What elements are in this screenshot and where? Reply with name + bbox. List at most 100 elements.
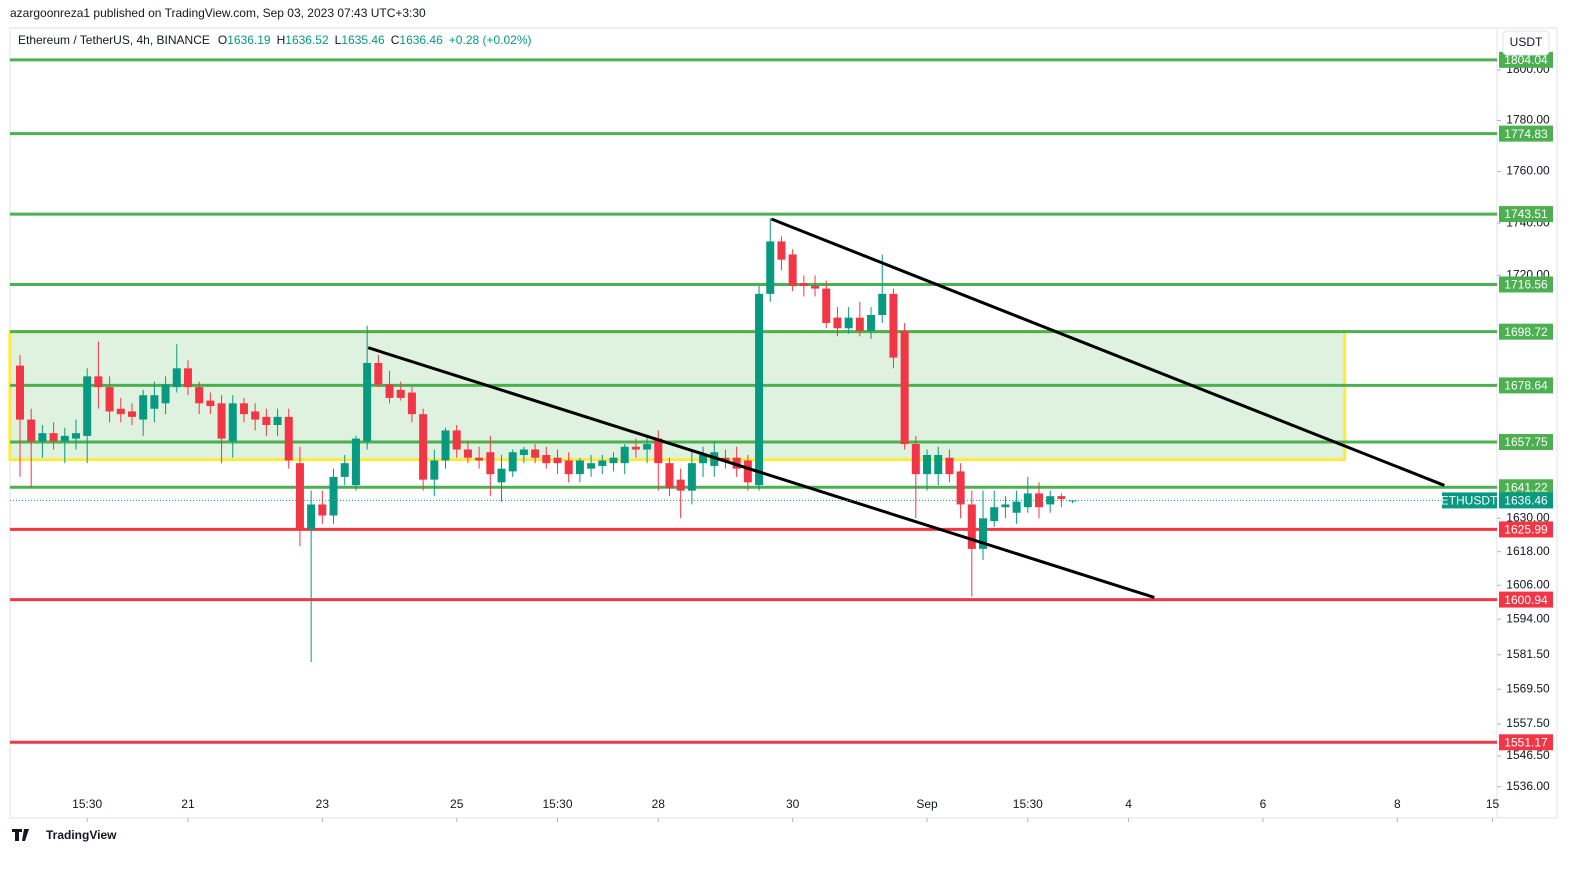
currency-button[interactable]: [1502, 30, 1550, 56]
candle-body: [318, 504, 327, 516]
level-tag: [1499, 125, 1553, 142]
level-tag-label: 1600.94: [1504, 593, 1548, 607]
currency-label[interactable]: USDT: [1510, 35, 1543, 49]
ohlc-prefix: C: [391, 33, 400, 47]
level-tag-label: 1657.75: [1504, 435, 1548, 449]
candle-body: [822, 288, 831, 323]
candle-body: [340, 463, 349, 477]
candle-body: [956, 471, 965, 505]
candle-body: [553, 457, 562, 464]
candle-body: [83, 376, 92, 436]
symbol-tag: [1442, 492, 1497, 509]
level-tag: [1499, 276, 1553, 293]
candle-body: [531, 449, 540, 458]
candle-body: [542, 454, 551, 464]
y-tick-label: 1581.50: [1506, 647, 1550, 661]
ohlc-value: 1636.46: [399, 33, 443, 47]
y-tick-label: 1618.00: [1506, 544, 1550, 558]
level-tag-label: 1698.72: [1504, 325, 1548, 339]
level-tag: [1499, 521, 1553, 538]
candle-body: [206, 400, 215, 407]
x-tick-label: 25: [450, 797, 464, 811]
candle-body: [777, 241, 786, 260]
candle-body: [195, 387, 204, 404]
candle-body: [307, 504, 316, 530]
candle-body: [519, 449, 528, 455]
candle-body: [38, 433, 47, 442]
candle-body: [631, 446, 640, 450]
candle-body: [755, 293, 764, 486]
candle-body: [833, 317, 842, 329]
level-tag: [1499, 206, 1553, 223]
change-value: +0.28 (+0.02%): [449, 33, 532, 47]
y-tick-label: 1569.50: [1506, 681, 1550, 695]
candle-body: [239, 403, 248, 415]
candle-body: [1012, 501, 1021, 513]
candle-body: [217, 403, 226, 439]
level-tag: [1499, 479, 1553, 496]
candle-body: [127, 411, 136, 417]
level-tag-label: 1625.99: [1504, 523, 1548, 537]
x-tick-label: 8: [1394, 797, 1401, 811]
candle-body: [967, 504, 976, 549]
ohlc-prefix: L: [335, 33, 342, 47]
symbol-title: Ethereum / TetherUS, 4h, BINANCE: [18, 33, 210, 47]
y-tick-label: 1780.00: [1506, 113, 1550, 127]
candle-body: [575, 460, 584, 475]
x-tick-label: Sep: [916, 797, 938, 811]
candle-body: [855, 317, 864, 331]
candle-body: [766, 241, 775, 294]
level-tag: [1499, 591, 1553, 608]
candle-body: [49, 433, 58, 442]
ohlc-prefix: H: [277, 33, 286, 47]
candle-body: [475, 457, 484, 461]
price-tag: [1499, 492, 1553, 509]
trendline: [367, 346, 1155, 599]
ohlc-value: 1636.52: [285, 33, 329, 47]
x-tick-label: 4: [1125, 797, 1132, 811]
candle-body: [396, 389, 405, 398]
candle-body: [911, 444, 920, 475]
candle-body: [878, 293, 887, 316]
candle-body: [71, 433, 80, 439]
candle-body: [889, 293, 898, 358]
candle-body: [867, 315, 876, 331]
candle-body: [979, 518, 988, 549]
y-tick-label: 1536.00: [1506, 779, 1550, 793]
candle-body: [743, 460, 752, 483]
candle-body: [587, 463, 596, 469]
candle-body: [654, 438, 663, 464]
level-tag: [1499, 323, 1553, 340]
candle-body: [452, 430, 461, 450]
y-tick-label: 1594.00: [1506, 611, 1550, 625]
candle-body: [990, 507, 999, 522]
candle-body: [788, 254, 797, 286]
brand: TradingView: [46, 828, 117, 842]
level-tag-label: 1678.64: [1504, 379, 1548, 393]
level-tag-label: 1641.22: [1504, 480, 1548, 494]
candle-body: [374, 362, 383, 385]
candle-body: [665, 463, 674, 488]
over-layer: 1804.04 1774.83 1743.51 1716.56 1698.72 1678.…: [10, 51, 1553, 751]
candle-body: [172, 368, 181, 388]
marks-layer: [15, 217, 1077, 662]
candle-body: [407, 392, 416, 415]
level-tag-label: 1743.51: [1504, 207, 1548, 221]
ohlc-value: 1635.46: [341, 33, 385, 47]
x-tick-label: 6: [1260, 797, 1267, 811]
level-tag: [1499, 434, 1553, 451]
candle-body: [1057, 496, 1066, 499]
y-tick-label: 1546.50: [1506, 748, 1550, 762]
candle-body: [598, 460, 607, 466]
level-tag: [1499, 51, 1553, 68]
candle-body: [251, 411, 260, 420]
candle-body: [273, 416, 282, 425]
level-tag-label: 1804.04: [1504, 53, 1548, 67]
level-tag-label: 1774.83: [1504, 127, 1548, 141]
x-tick-label: 21: [181, 797, 195, 811]
brand-logo: [12, 829, 29, 841]
ohlc-prefix: O: [218, 33, 227, 47]
